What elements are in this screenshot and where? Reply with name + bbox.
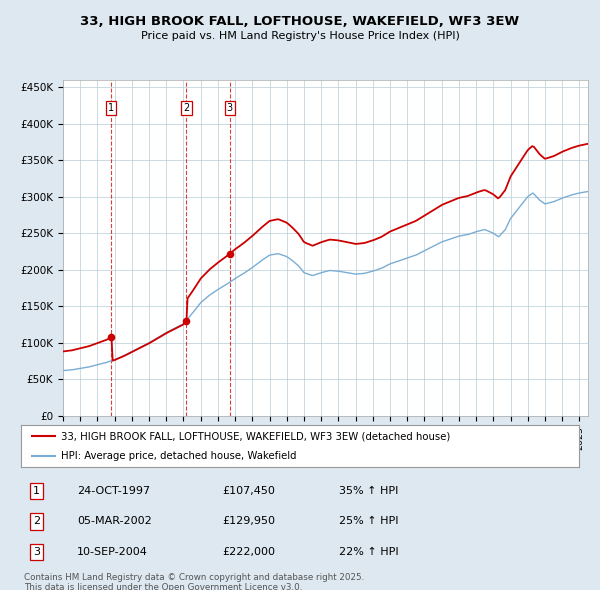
Text: Price paid vs. HM Land Registry's House Price Index (HPI): Price paid vs. HM Land Registry's House … xyxy=(140,31,460,41)
Text: £222,000: £222,000 xyxy=(222,547,275,557)
Text: 3: 3 xyxy=(227,103,233,113)
Text: 24-OCT-1997: 24-OCT-1997 xyxy=(77,486,150,496)
Text: 33, HIGH BROOK FALL, LOFTHOUSE, WAKEFIELD, WF3 3EW: 33, HIGH BROOK FALL, LOFTHOUSE, WAKEFIEL… xyxy=(80,15,520,28)
Text: 22% ↑ HPI: 22% ↑ HPI xyxy=(339,547,398,557)
Text: HPI: Average price, detached house, Wakefield: HPI: Average price, detached house, Wake… xyxy=(61,451,296,461)
Point xyxy=(107,333,116,342)
Text: £107,450: £107,450 xyxy=(222,486,275,496)
Text: 05-MAR-2002: 05-MAR-2002 xyxy=(77,516,152,526)
Text: 33, HIGH BROOK FALL, LOFTHOUSE, WAKEFIELD, WF3 3EW (detached house): 33, HIGH BROOK FALL, LOFTHOUSE, WAKEFIEL… xyxy=(61,431,451,441)
Text: This data is licensed under the Open Government Licence v3.0.: This data is licensed under the Open Gov… xyxy=(24,583,302,590)
Text: 25% ↑ HPI: 25% ↑ HPI xyxy=(339,516,398,526)
Text: 3: 3 xyxy=(33,547,40,557)
Text: 2: 2 xyxy=(184,103,190,113)
Point xyxy=(225,249,235,258)
Text: Contains HM Land Registry data © Crown copyright and database right 2025.: Contains HM Land Registry data © Crown c… xyxy=(24,573,364,582)
Text: 1: 1 xyxy=(109,103,115,113)
Text: £129,950: £129,950 xyxy=(222,516,275,526)
Text: 2: 2 xyxy=(33,516,40,526)
Point xyxy=(182,316,191,326)
Text: 1: 1 xyxy=(33,486,40,496)
Text: 10-SEP-2004: 10-SEP-2004 xyxy=(77,547,148,557)
Text: 35% ↑ HPI: 35% ↑ HPI xyxy=(339,486,398,496)
